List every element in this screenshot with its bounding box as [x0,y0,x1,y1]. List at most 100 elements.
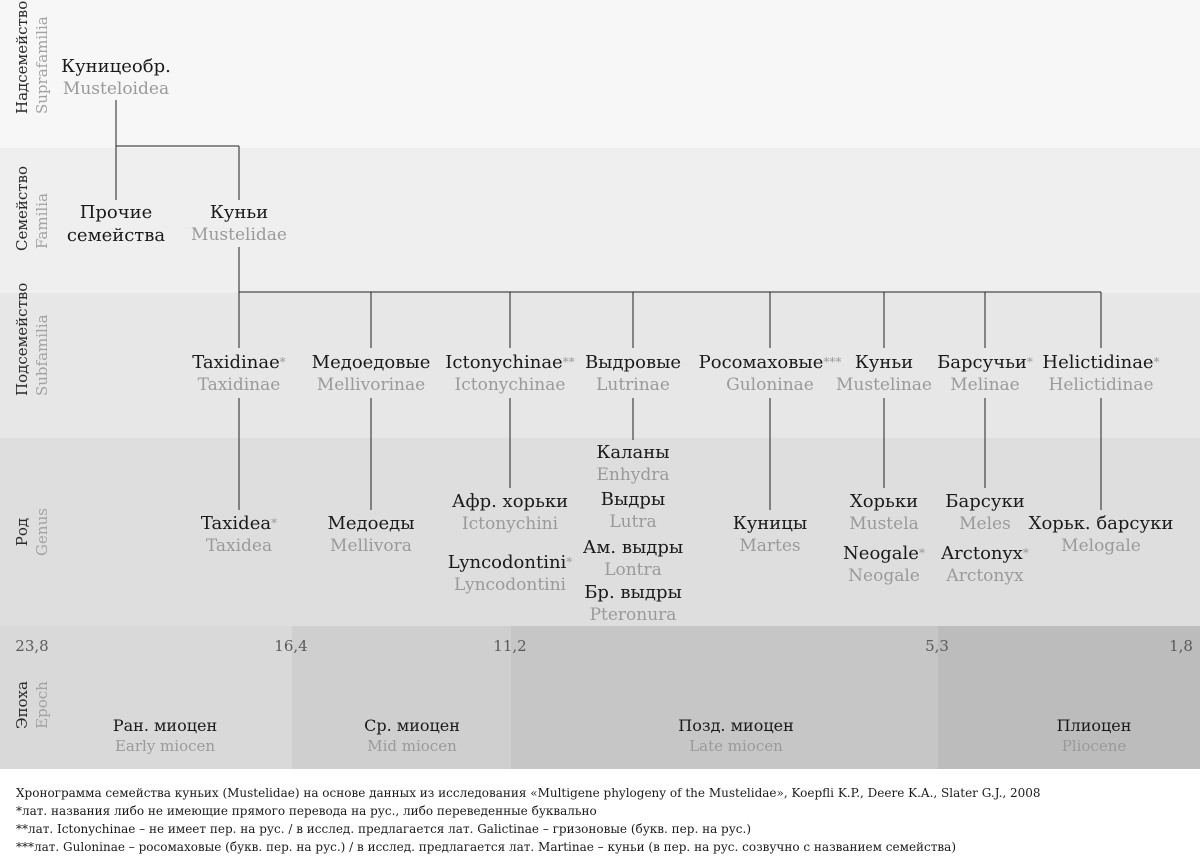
node-mellivora: Медоеды Mellivora [327,512,414,558]
node-ru: Neogale [843,543,919,564]
node-guloninae: Росомаховые*** Guloninae [699,351,842,397]
node-la: Lontra [604,560,662,580]
epoch-la: Pliocene [1061,737,1127,755]
node-ru: Афр. хорьки [451,491,569,512]
node-la: Ictonychinae [454,375,566,395]
node-la: Ictonychini [461,514,559,534]
footnote-mark: * [566,555,573,569]
footnote-2: **лат. Ictonychinae – не имеет пер. на р… [16,822,751,836]
node-la: Melogale [1061,536,1141,556]
node-ru: Росомаховые [698,352,824,373]
node-ru: Ictonychinae [445,352,563,373]
footnote-mark: * [918,546,925,560]
node-ru: Барсучьи [937,352,1027,373]
node-lutra: Выдры Lutra [601,488,666,534]
node-la: Taxidea [205,536,273,556]
tick-16-4: 16,4 [274,637,308,655]
band-subfamilia [0,293,1200,438]
footnote-mark: * [1153,355,1160,369]
epoch-ru: Ран. миоцен [112,716,218,735]
node-mellivorinae: Медоедовые Mellivorinae [312,351,431,397]
node-ru: Taxidea [200,513,272,534]
node-ru: Arctonyx [941,543,1023,564]
footnote-mark: * [279,355,286,369]
node-ru: Хорьк. барсуки [1028,513,1174,534]
tick-1-8: 1,8 [1169,637,1193,655]
epoch-la: Mid miocen [367,737,457,755]
band-familia [0,148,1200,293]
epoch-ru: Плиоцен [1056,716,1132,735]
node-martes: Куницы Martes [733,512,807,558]
epoch-segment-mid [292,626,511,769]
epoch-ru: Позд. миоцен [678,716,794,735]
node-ictonychinae: Ictonychinae** Ictonychinae [445,351,574,397]
node-la: Mustela [849,514,919,534]
node-lutrinae: Выдровые Lutrinae [585,351,681,397]
node-ru: Медоеды [327,513,415,534]
epoch-ru: Ср. миоцен [364,716,460,735]
node-melinae: Барсучьи* Melinae [937,351,1033,397]
node-ru: Выдровые [584,352,682,373]
footnote-1: *лат. названия либо не имеющие прямого п… [16,804,597,818]
node-mustela: Хорьки Mustela [849,490,919,536]
node-la: Lutra [609,512,657,532]
node-enhydra: Каланы Enhydra [596,441,669,487]
node-other-families: Прочие семейства [66,201,166,247]
node-mustelinae: Куньи Mustelinae [836,351,932,397]
node-la: Enhydra [596,465,670,485]
node-mustelidae: Куньи Mustelidae [191,201,287,247]
epoch-early-miocene: Ран. миоцен Early miocen [113,716,217,756]
node-meles: Барсуки Meles [945,490,1024,536]
node-ru: Хорьки [849,491,919,512]
node-helictidinae: Helictidinae* Helictidinae [1042,351,1159,397]
node-la: Martes [739,536,801,556]
tick-5-3: 5,3 [925,637,949,655]
node-ru: Куньи [209,202,269,223]
node-la: Mustelidae [191,225,287,245]
node-ru: Ам. выдры [582,537,684,558]
footnote-3: ***лат. Guloninae – росомаховые (букв. п… [16,840,956,854]
epoch-mid-miocene: Ср. миоцен Mid miocen [364,716,460,756]
node-la: Mellivorinae [316,375,426,395]
node-ru: Бр. выдры [584,582,682,603]
epoch-late-miocene: Позд. миоцен Late miocen [678,716,794,756]
band-genus [0,438,1200,626]
node-taxidea: Taxidea* Taxidea [201,512,277,558]
epoch-la: Late miocen [689,737,783,755]
node-pteronura: Бр. выдры Pteronura [584,581,682,627]
node-la: Melinae [950,375,1020,395]
node-la: Guloninae [726,375,814,395]
node-ru: Lyncodontini [447,552,567,573]
footnote-mark: * [1026,355,1033,369]
epoch-segment-early [0,626,292,769]
epoch-la: Early miocen [114,737,216,755]
node-ru: Барсуки [945,491,1025,512]
tick-11-2: 11,2 [493,637,527,655]
node-melogale: Хорьк. барсуки Melogale [1029,512,1174,558]
node-lyncodontini: Lyncodontini* Lyncodontini [448,551,573,597]
footnote-mark: * [271,516,278,530]
node-la: Musteloidea [62,79,170,99]
footnote-mark: ** [562,355,575,369]
node-ru: Helictidinae [1042,352,1154,373]
node-arctonyx: Arctonyx* Arctonyx [941,542,1029,588]
epoch-pliocene: Плиоцен Pliocene [1057,716,1132,756]
node-la: Mustelinae [836,375,932,395]
node-ru: Прочие семейства [66,202,166,246]
node-la: Pteronura [589,605,677,625]
band-suprafamilia [0,0,1200,148]
node-ru: Выдры [600,489,666,510]
node-neogale: Neogale* Neogale [843,542,925,588]
node-la: Lutrinae [596,375,670,395]
node-ru: Куницы [732,513,808,534]
footnote-mark: *** [823,355,842,369]
node-ictonychini: Афр. хорьки Ictonychini [452,490,568,536]
node-ru: Куньи [854,352,914,373]
node-la: Helictidinae [1048,375,1154,395]
node-la: Neogale [848,566,920,586]
node-ru: Медоедовые [311,352,431,373]
node-taxidinae: Taxidinae* Taxidinae [192,351,286,397]
node-lontra: Ам. выдры Lontra [583,536,683,582]
footnote-mark: * [1022,546,1029,560]
